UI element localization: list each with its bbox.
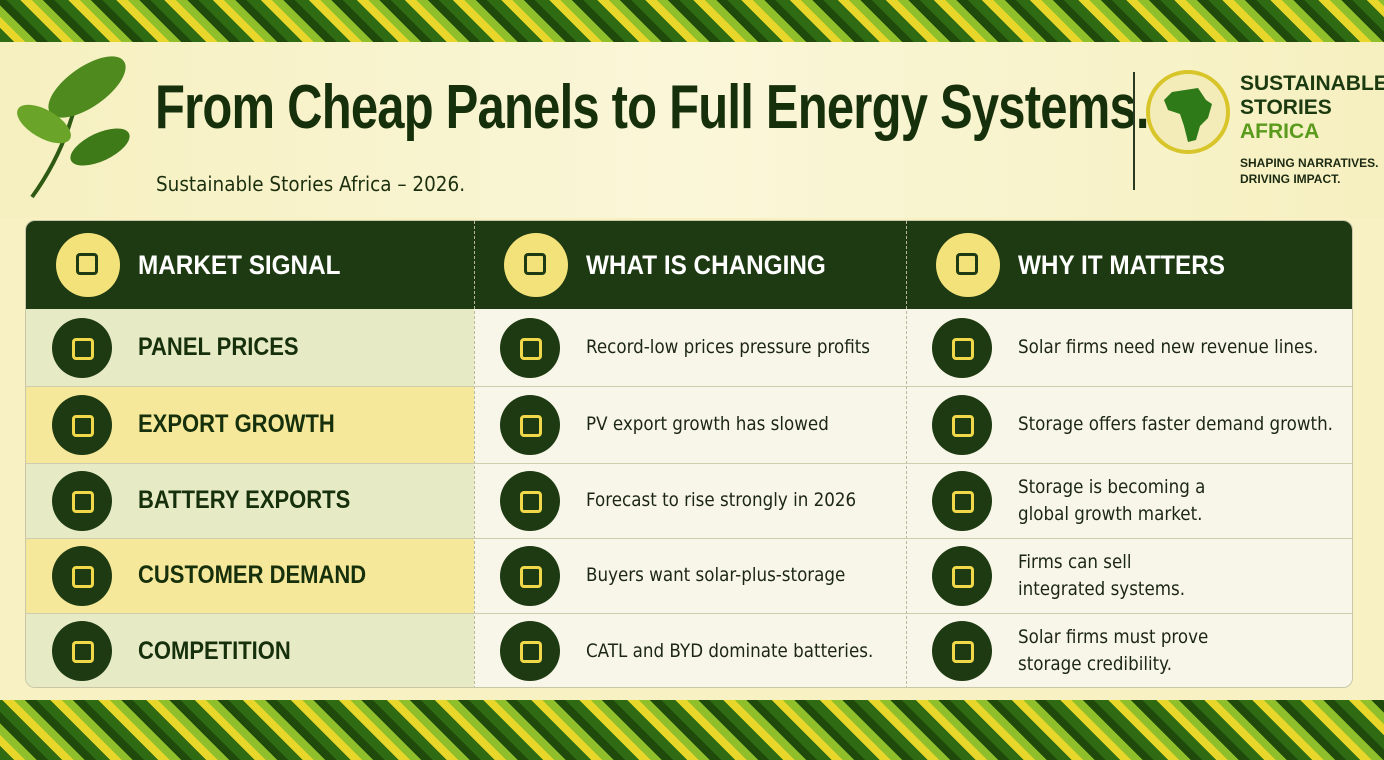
logo-mark	[1146, 70, 1230, 154]
icon	[932, 545, 992, 606]
icon	[52, 621, 112, 681]
icon-glyph	[520, 490, 542, 513]
row-header: EXPORT GROWTH	[138, 410, 335, 438]
cell-text: Forecast to rise strongly in 2026	[586, 489, 857, 511]
leaf-icon	[17, 56, 130, 199]
row-divider	[26, 613, 1352, 614]
icon-glyph	[72, 490, 94, 513]
icon	[500, 317, 560, 378]
africa-shape	[1164, 88, 1212, 142]
icon-glyph	[72, 641, 94, 663]
icon-glyph	[952, 641, 974, 663]
row-header: COMPETITION	[138, 636, 291, 665]
cell-text: Storage offers faster demand growth.	[1018, 386, 1352, 463]
row-divider	[26, 538, 1352, 539]
icon-glyph	[72, 565, 94, 588]
table: MARKET SIGNAL WHAT IS CHANGING WHY IT MATT…	[25, 220, 1353, 688]
text-line: storage credibility.	[1018, 653, 1173, 675]
column-header: WHAT IS CHANGING	[586, 249, 826, 280]
cell-text: Record-low prices pressure profits	[586, 336, 870, 358]
row-header: PANEL PRICES	[138, 333, 299, 361]
icon	[52, 394, 112, 455]
tagline-line: DRIVING IMPACT.	[1240, 172, 1341, 186]
row-header: BATTERY EXPORTS	[138, 486, 351, 514]
icon-glyph	[76, 253, 98, 275]
text-line: Solar firms must prove	[1018, 626, 1209, 648]
icon	[932, 394, 992, 455]
divider	[1133, 72, 1135, 190]
icon-glyph	[952, 565, 974, 588]
logo-line: SUSTAINABLE	[1240, 72, 1384, 95]
icon-glyph	[72, 414, 94, 437]
column-header: MARKET SIGNAL	[138, 249, 341, 280]
icon	[52, 545, 112, 606]
column-divider	[906, 221, 907, 687]
tagline-line: SHAPING NARRATIVES.	[1240, 156, 1379, 170]
icon	[504, 233, 568, 297]
icon	[500, 545, 560, 606]
icon	[500, 621, 560, 681]
icon-glyph	[952, 490, 974, 513]
logo-name: SUSTAINABLE STORIES AFRICA	[1240, 72, 1384, 144]
icon-glyph	[520, 337, 542, 360]
row-divider	[26, 463, 1352, 464]
logo-line: STORIES	[1240, 96, 1332, 119]
icon-glyph	[520, 414, 542, 437]
icon	[936, 233, 1000, 297]
column-divider	[474, 221, 475, 687]
cell-text: Buyers want solar-plus-storage	[586, 564, 846, 586]
icon-glyph	[524, 253, 546, 275]
cell-text: Solar firms must prove storage credibilit…	[1018, 613, 1234, 687]
icon	[56, 233, 120, 297]
icon	[52, 470, 112, 531]
cell-text: CATL and BYD dominate batteries.	[586, 639, 874, 662]
subtitle: Sustainable Stories Africa – 2026.	[156, 172, 466, 196]
text-line: Firms can sell	[1018, 550, 1132, 573]
logo-tagline: SHAPING NARRATIVES. DRIVING IMPACT.	[1240, 155, 1378, 187]
icon	[52, 317, 112, 378]
cell-text: Solar firms need new revenue lines.	[1018, 309, 1352, 386]
logo-line: AFRICA	[1240, 120, 1320, 143]
pattern-band	[0, 0, 1384, 42]
header-row	[26, 221, 1352, 309]
icon	[500, 394, 560, 455]
column-header: WHY IT MATTERS	[1018, 249, 1225, 280]
cell-text: Storage is becoming a global growth marke…	[1018, 463, 1231, 538]
row-header: CUSTOMER DEMAND	[138, 561, 367, 589]
icon-glyph	[956, 253, 978, 275]
cell-text: PV export growth has slowed	[586, 413, 829, 435]
icon	[932, 317, 992, 378]
text-line: Solar firms need new revenue lines.	[1018, 336, 1319, 358]
icon-glyph	[72, 337, 94, 360]
row-divider	[26, 386, 1352, 387]
icon-glyph	[952, 337, 974, 360]
icon-glyph	[952, 414, 974, 437]
icon-glyph	[520, 565, 542, 588]
pattern-band	[0, 700, 1384, 760]
text-line: global growth market.	[1018, 502, 1203, 525]
title: From Cheap Panels to Full Energy Systems…	[155, 73, 1150, 142]
text-line: Storage offers faster demand growth.	[1018, 413, 1333, 435]
icon	[500, 470, 560, 531]
cell-text: Firms can sell integrated systems.	[1018, 538, 1208, 613]
icon	[932, 470, 992, 531]
icon	[932, 621, 992, 681]
icon-glyph	[520, 641, 542, 663]
text-line: integrated systems.	[1018, 577, 1186, 600]
text-line: Storage is becoming a	[1018, 475, 1206, 498]
